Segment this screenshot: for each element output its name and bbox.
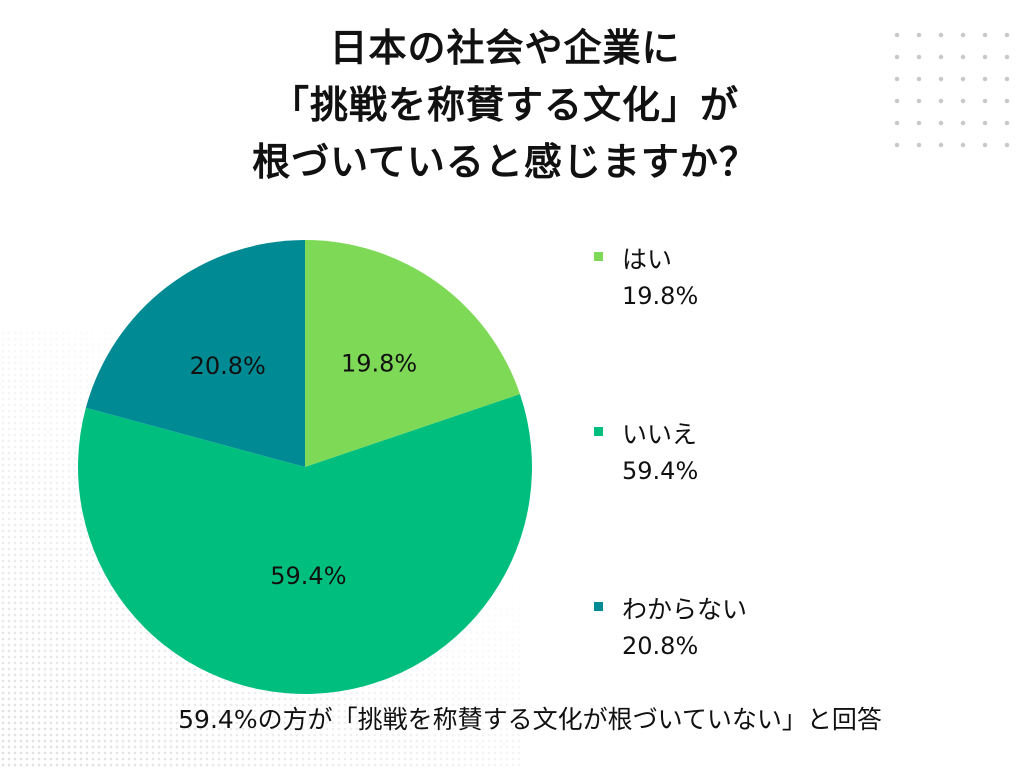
title-line: 日本の社会や企業に xyxy=(329,26,681,70)
legend-value: 20.8% xyxy=(622,632,699,660)
legend-swatch xyxy=(594,602,603,611)
chart-title: 日本の社会や企業に 「挑戦を称賛する文化」が 根づいていると感じますか？ xyxy=(0,20,1010,191)
legend-value: 59.4% xyxy=(622,457,699,485)
pie-slice-label: 20.8% xyxy=(190,352,266,380)
legend-swatch xyxy=(594,252,603,261)
legend-label: いいえ xyxy=(622,420,698,449)
pie-slice-label: 19.8% xyxy=(341,350,417,378)
legend-value: 19.8% xyxy=(622,282,699,310)
legend-label: わからない xyxy=(622,595,748,624)
title-line: 「挑戦を称賛する文化」が xyxy=(270,83,739,127)
pie-chart: 19.8% 59.4% 20.8% xyxy=(77,240,532,695)
legend-label: はい xyxy=(622,245,673,274)
pie-slice-unknown xyxy=(85,240,305,467)
pie-slice-yes xyxy=(305,240,520,467)
footnote: 59.4%の方が「挑戦を称賛する文化が根づいていない」と回答 xyxy=(178,705,882,734)
legend-swatch xyxy=(594,427,603,436)
title-line: 根づいていると感じますか？ xyxy=(252,140,758,184)
pie-slice-label: 59.4% xyxy=(270,562,346,590)
pie-slice-no xyxy=(77,394,532,695)
